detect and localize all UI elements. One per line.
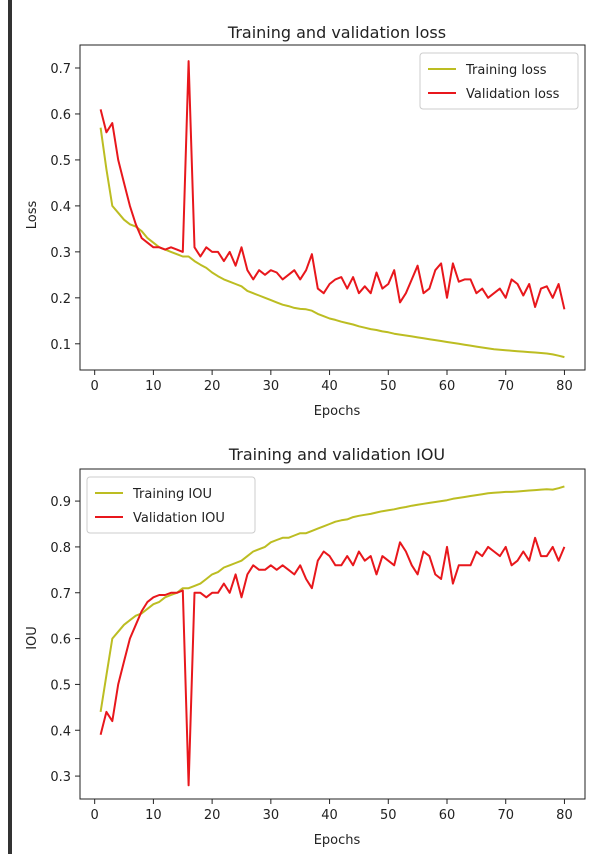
legend-label: Validation IOU: [133, 511, 225, 526]
legend: Training IOU Validation IOU: [86, 476, 256, 534]
legend-box: [419, 52, 579, 110]
x-tick-label: 20: [204, 808, 221, 823]
y-tick-label: 0.1: [50, 338, 71, 353]
series-line-1: [99, 536, 566, 787]
x-axis-ticks: 0 10 20 30 40 50 60 70 80: [91, 799, 573, 823]
y-tick-label: 0.4: [50, 724, 71, 739]
y-tick-label: 0.7: [50, 62, 71, 77]
x-tick-label: 30: [263, 379, 280, 394]
x-tick-label: 0: [91, 379, 99, 394]
y-tick-label: 0.3: [50, 770, 71, 785]
legend: Training loss Validation loss: [419, 52, 579, 110]
series-lines: [99, 60, 566, 359]
y-axis-ticks: 0.3 0.4 0.5 0.6 0.7 0.8 0.9: [50, 495, 80, 785]
x-tick-label: 70: [497, 808, 514, 823]
x-tick-label: 40: [321, 808, 338, 823]
legend-label: Validation loss: [466, 87, 560, 102]
x-tick-label: 10: [145, 379, 162, 394]
y-tick-label: 0.9: [50, 495, 71, 510]
legend-label: Training IOU: [132, 487, 212, 502]
iou-chart: Training and validation IOU 0 10 20 30 40 50 6…: [25, 445, 586, 848]
left-border-bar: [8, 0, 12, 854]
plot-frame: [79, 44, 586, 371]
y-tick-label: 0.6: [50, 108, 71, 123]
loss-chart: Training and validation loss 0 10 20 30 40 50…: [25, 23, 586, 419]
x-tick-label: 70: [497, 379, 514, 394]
y-tick-label: 0.7: [50, 587, 71, 602]
x-tick-label: 60: [439, 379, 456, 394]
plot-frame: [79, 468, 586, 800]
x-tick-label: 80: [556, 379, 573, 394]
x-axis-ticks: 0 10 20 30 40 50 60 70 80: [91, 370, 573, 394]
y-tick-label: 0.8: [50, 541, 71, 556]
x-tick-label: 50: [380, 808, 397, 823]
y-tick-label: 0.4: [50, 200, 71, 215]
legend-box: [86, 476, 256, 534]
y-axis-ticks: 0.1 0.2 0.3 0.4 0.5 0.6 0.7: [50, 62, 80, 353]
x-tick-label: 60: [439, 808, 456, 823]
legend-label: Training loss: [465, 63, 547, 78]
x-tick-label: 0: [91, 808, 99, 823]
x-tick-label: 20: [204, 379, 221, 394]
x-tick-label: 40: [321, 379, 338, 394]
x-tick-label: 30: [263, 808, 280, 823]
x-tick-label: 80: [556, 808, 573, 823]
y-tick-label: 0.5: [50, 678, 71, 693]
y-tick-label: 0.5: [50, 154, 71, 169]
x-axis-label: Epochs: [314, 833, 361, 848]
x-axis-label: Epochs: [314, 404, 361, 419]
y-axis-label: IOU: [25, 626, 40, 650]
y-axis-label: Loss: [25, 201, 40, 230]
y-tick-label: 0.3: [50, 246, 71, 261]
series-line-0: [99, 127, 565, 359]
chart-title: Training and validation loss: [227, 23, 446, 42]
series-line-1: [99, 60, 566, 310]
series-lines: [99, 485, 566, 787]
x-tick-label: 50: [380, 379, 397, 394]
x-tick-label: 10: [145, 808, 162, 823]
chart-title: Training and validation IOU: [228, 445, 445, 464]
y-tick-label: 0.2: [50, 292, 71, 307]
y-tick-label: 0.6: [50, 633, 71, 648]
